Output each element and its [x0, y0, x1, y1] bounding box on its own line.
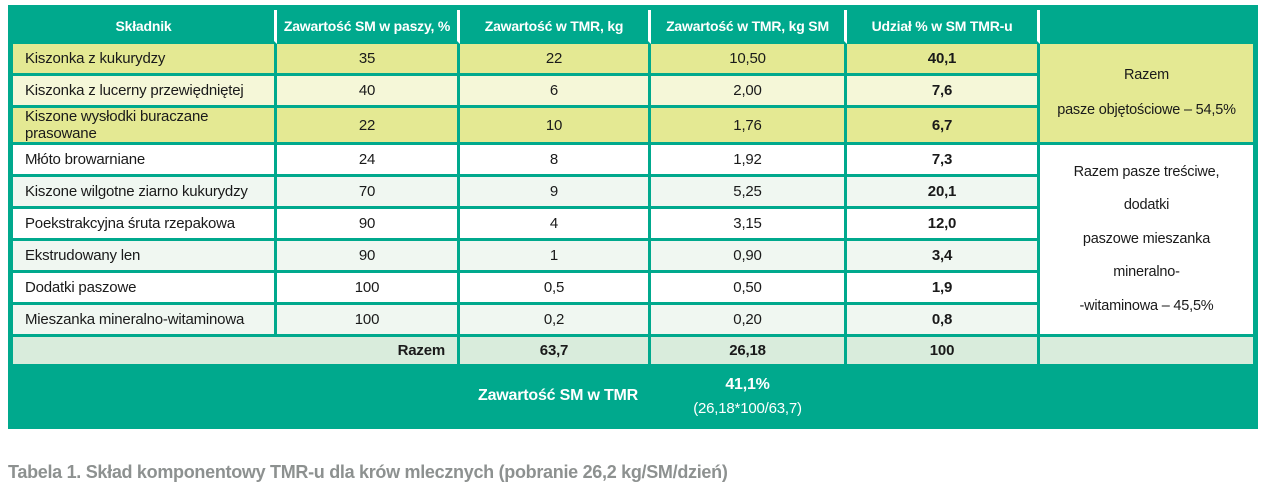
- header-udzial-sm-tmr: Udział % w SM TMR-u: [847, 10, 1040, 44]
- pct-sm-tmr: 7,6: [847, 76, 1040, 108]
- sm-in-feed: 100: [277, 305, 460, 337]
- tmr-kg: 0,2: [460, 305, 651, 337]
- forage-summary-line1: Razem: [1124, 67, 1169, 84]
- table-row: Kiszone wilgotne ziarno kukurydzy 70 9 5…: [13, 177, 1253, 209]
- concentrate-summary-line3: -witaminowa – 45,5%: [1079, 297, 1214, 314]
- total-tmr-kg-sm: 26,18: [651, 337, 847, 367]
- pct-sm-tmr: 3,4: [847, 241, 1040, 273]
- table-row: Kiszonka z lucerny przewiędniętej 40 6 2…: [13, 76, 1253, 108]
- sm-in-feed: 90: [277, 209, 460, 241]
- header-skladnik: Składnik: [13, 10, 277, 44]
- concentrate-summary-line2: paszowe mieszanka mineralno-: [1082, 230, 1211, 281]
- ingredient-name: Kiszonka z kukurydzy: [13, 44, 277, 76]
- tmr-kg-sm: 3,15: [651, 209, 847, 241]
- header-summary-spacer: [1040, 10, 1253, 44]
- ingredient-name: Dodatki paszowe: [13, 273, 277, 305]
- ingredient-name: Młóto browarniane: [13, 145, 277, 177]
- sm-in-feed: 24: [277, 145, 460, 177]
- tmr-kg-sm: 0,20: [651, 305, 847, 337]
- tmr-kg-sm: 1,76: [651, 108, 847, 145]
- ingredient-name: Poekstrakcyjna śruta rzepakowa: [13, 209, 277, 241]
- sm-content-value-cell: 41,1% (26,18*100/63,7): [651, 367, 847, 424]
- ingredient-name: Kiszone wysłodki buraczane prasowane: [13, 108, 277, 145]
- forage-summary-line2: pasze objętościowe – 54,5%: [1057, 102, 1236, 118]
- pct-sm-tmr: 1,9: [847, 273, 1040, 305]
- header-row: Składnik Zawartość SM w paszy, % Zawarto…: [13, 10, 1253, 44]
- tmr-kg: 22: [460, 44, 651, 76]
- tmr-kg-sm: 0,90: [651, 241, 847, 273]
- sm-in-feed: 90: [277, 241, 460, 273]
- ingredient-name: Kiszone wilgotne ziarno kukurydzy: [13, 177, 277, 209]
- forage-group-summary: Razem pasze objętościowe – 54,5%: [1040, 44, 1253, 145]
- sm-content-spacer: [847, 367, 1253, 424]
- tmr-kg: 1: [460, 241, 651, 273]
- concentrate-summary-line1: Razem pasze treściwe, dodatki: [1073, 164, 1220, 214]
- sm-in-feed: 22: [277, 108, 460, 145]
- table-caption: Tabela 1. Skład komponentowy TMR-u dla k…: [8, 462, 728, 482]
- totals-summary-spacer: [1040, 337, 1253, 367]
- pct-sm-tmr: 7,3: [847, 145, 1040, 177]
- tmr-kg: 0,5: [460, 273, 651, 305]
- tmr-kg: 9: [460, 177, 651, 209]
- sm-in-feed: 35: [277, 44, 460, 76]
- pct-sm-tmr: 0,8: [847, 305, 1040, 337]
- tmr-composition-table: Składnik Zawartość SM w paszy, % Zawarto…: [13, 10, 1253, 424]
- table-row: Ekstrudowany len 90 1 0,90 3,4: [13, 241, 1253, 273]
- total-tmr-kg: 63,7: [460, 337, 651, 367]
- pct-sm-tmr: 40,1: [847, 44, 1040, 76]
- sm-content-label: Zawartość SM w TMR: [13, 367, 651, 424]
- tmr-kg-sm: 10,50: [651, 44, 847, 76]
- ingredient-name: Ekstrudowany len: [13, 241, 277, 273]
- tmr-kg-sm: 1,92: [651, 145, 847, 177]
- table-row: Dodatki paszowe 100 0,5 0,50 1,9: [13, 273, 1253, 305]
- sm-content-row: Zawartość SM w TMR 41,1% (26,18*100/63,7…: [13, 367, 1253, 424]
- tmr-kg: 4: [460, 209, 651, 241]
- header-zawartosc-tmr-kg: Zawartość w TMR, kg: [460, 10, 651, 44]
- sm-in-feed: 100: [277, 273, 460, 305]
- table-row: Kiszonka z kukurydzy 35 22 10,50 40,1 Ra…: [13, 44, 1253, 145]
- pct-sm-tmr: 6,7: [847, 108, 1040, 145]
- table-row: Mieszanka mineralno-witaminowa 100 0,2 0…: [13, 305, 1253, 337]
- tmr-kg-sm: 5,25: [651, 177, 847, 209]
- pct-sm-tmr: 12,0: [847, 209, 1040, 241]
- ingredient-name: Mieszanka mineralno-witaminowa: [13, 305, 277, 337]
- ingredient-name: Kiszonka z lucerny przewiędniętej: [13, 76, 277, 108]
- table-row: Poekstrakcyjna śruta rzepakowa 90 4 3,15…: [13, 209, 1253, 241]
- sm-in-feed: 70: [277, 177, 460, 209]
- tmr-kg-sm: 0,50: [651, 273, 847, 305]
- tmr-kg-sm: 2,00: [651, 76, 847, 108]
- table-row: Kiszone wysłodki buraczane prasowane 22 …: [13, 108, 1253, 145]
- header-zawartosc-tmr-kg-sm: Zawartość w TMR, kg SM: [651, 10, 847, 44]
- total-pct-sm-tmr: 100: [847, 337, 1040, 367]
- concentrate-group-summary: Razem pasze treściwe, dodatki paszowe mi…: [1040, 145, 1253, 337]
- tmr-kg: 8: [460, 145, 651, 177]
- tmr-kg: 6: [460, 76, 651, 108]
- sm-in-feed: 40: [277, 76, 460, 108]
- sm-content-formula: (26,18*100/63,7): [693, 399, 802, 417]
- tmr-kg: 10: [460, 108, 651, 145]
- tmr-composition-table-wrapper: Składnik Zawartość SM w paszy, % Zawarto…: [8, 5, 1258, 429]
- pct-sm-tmr: 20,1: [847, 177, 1040, 209]
- totals-row: Razem 63,7 26,18 100: [13, 337, 1253, 367]
- sm-content-value: 41,1%: [725, 376, 770, 394]
- table-row: Młóto browarniane 24 8 1,92 7,3 Razem pa…: [13, 145, 1253, 337]
- totals-label: Razem: [13, 337, 460, 367]
- header-zawartosc-sm-paszy: Zawartość SM w paszy, %: [277, 10, 460, 44]
